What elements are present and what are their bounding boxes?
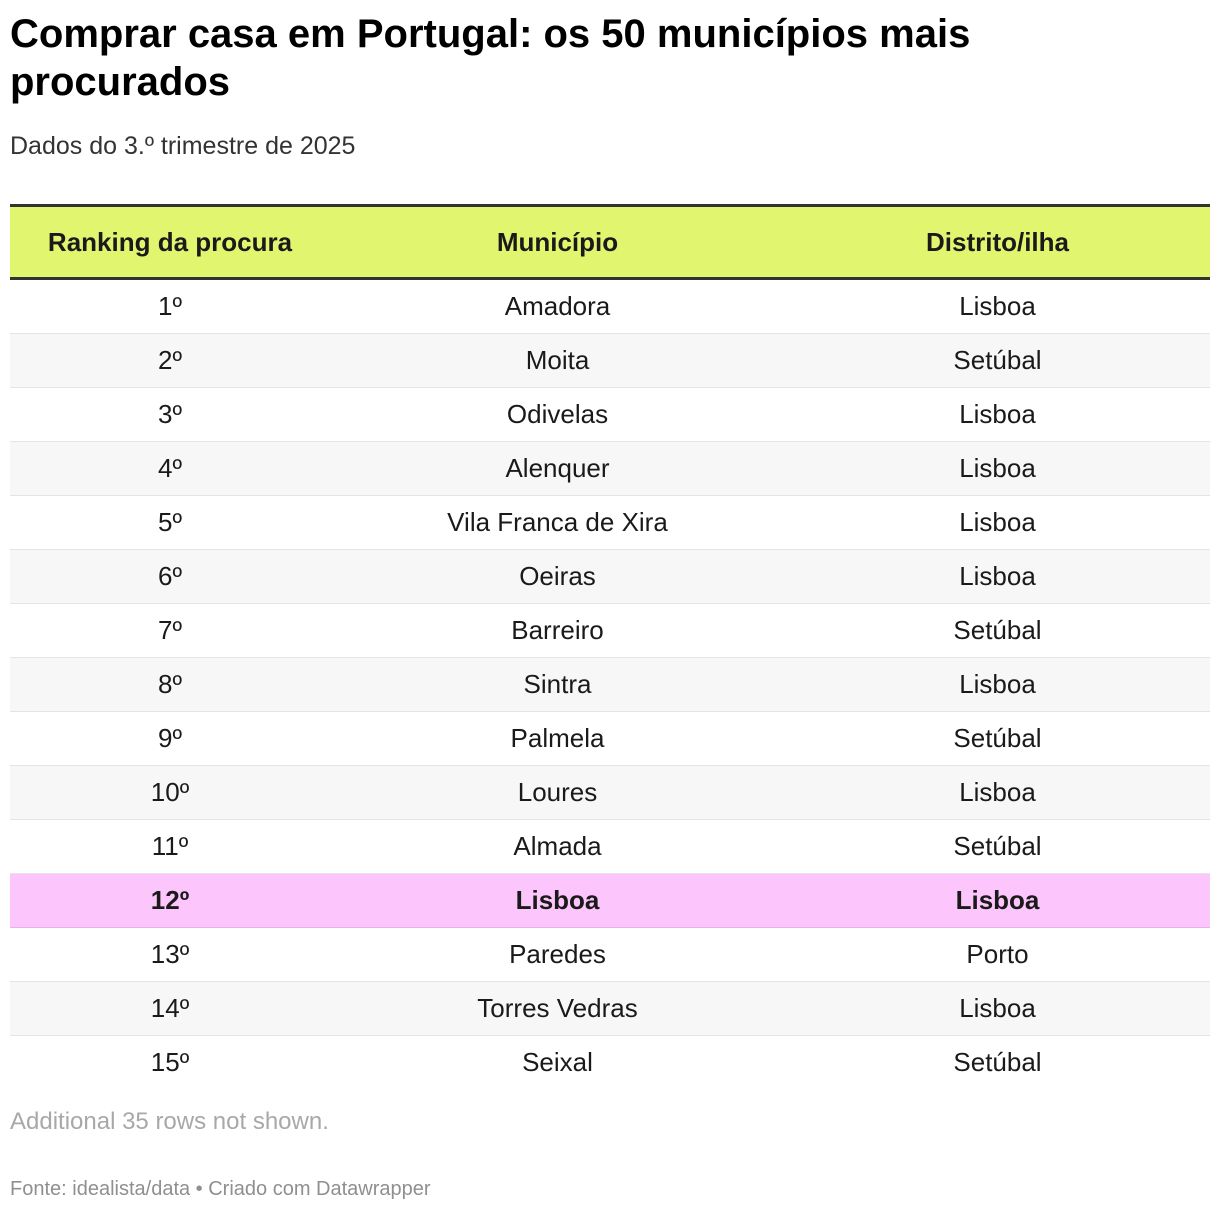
table-row: 14º Torres Vedras Lisboa [10, 982, 1210, 1036]
cell-distrito: Lisboa [959, 291, 1036, 321]
table-row: 11º Almada Setúbal [10, 820, 1210, 874]
cell-ranking: 12º [150, 885, 190, 915]
cell-municipio: Barreiro [511, 615, 604, 645]
cell-distrito: Lisboa [959, 993, 1036, 1023]
table-body: 1º Amadora Lisboa 2º Moita Setúbal 3º Odivelas L… [10, 280, 1210, 1089]
chart-subtitle: Dados do 3.º trimestre de 2025 [10, 132, 356, 160]
cell-distrito: Lisboa [959, 453, 1036, 483]
cell-ranking: 8º [158, 669, 182, 699]
column-header-distrito[interactable]: Distrito/ilha [925, 226, 1069, 257]
cell-municipio: Torres Vedras [477, 993, 638, 1023]
table-row: 5º Vila Franca de Xira Lisboa [10, 496, 1210, 550]
cell-municipio: Seixal [522, 1047, 593, 1077]
cell-ranking: 5º [158, 507, 182, 537]
cell-municipio: Vila Franca de Xira [447, 507, 668, 537]
cell-ranking: 4º [158, 453, 182, 483]
source-credit: Fonte: idealista/data • Criado com Dataw… [10, 1178, 431, 1200]
table-row-highlighted: 12º Lisboa Lisboa [10, 874, 1210, 928]
cell-ranking: 6º [158, 561, 182, 591]
cell-municipio: Moita [525, 345, 590, 375]
cell-distrito: Setúbal [953, 615, 1042, 645]
chart-title: Comprar casa em Portugal: os 50 municípi… [10, 12, 971, 104]
cell-municipio: Alenquer [505, 453, 610, 483]
data-table: Ranking da procura Município Distrito/il… [10, 204, 1210, 1089]
rows-not-shown-note: Additional 35 rows not shown. [10, 1108, 329, 1135]
cell-distrito: Lisboa [959, 669, 1036, 699]
cell-distrito: Lisboa [955, 885, 1040, 915]
cell-municipio: Lisboa [515, 885, 600, 915]
table-row: 6º Oeiras Lisboa [10, 550, 1210, 604]
cell-ranking: 1º [158, 291, 182, 321]
cell-distrito: Lisboa [959, 777, 1036, 807]
table-row: 8º Sintra Lisboa [10, 658, 1210, 712]
cell-distrito: Lisboa [959, 507, 1036, 537]
table-row: 4º Alenquer Lisboa [10, 442, 1210, 496]
cell-distrito: Setúbal [953, 1047, 1042, 1077]
cell-ranking: 13º [150, 939, 190, 969]
cell-municipio: Oeiras [519, 561, 596, 591]
table-row: 9º Palmela Setúbal [10, 712, 1210, 766]
cell-ranking: 10º [150, 777, 190, 807]
table-row: 1º Amadora Lisboa [10, 280, 1210, 334]
cell-distrito: Setúbal [953, 723, 1042, 753]
cell-municipio: Palmela [510, 723, 605, 753]
cell-ranking: 3º [158, 399, 182, 429]
cell-municipio: Loures [517, 777, 598, 807]
table-row: 15º Seixal Setúbal [10, 1036, 1210, 1089]
column-header-municipio[interactable]: Município [496, 226, 619, 257]
table-row: 2º Moita Setúbal [10, 334, 1210, 388]
cell-ranking: 2º [158, 345, 182, 375]
table-row: 10º Loures Lisboa [10, 766, 1210, 820]
cell-ranking: 7º [158, 615, 182, 645]
cell-distrito: Porto [966, 939, 1029, 969]
table-row: 7º Barreiro Setúbal [10, 604, 1210, 658]
cell-municipio: Paredes [509, 939, 606, 969]
cell-distrito: Setúbal [953, 345, 1042, 375]
cell-municipio: Odivelas [506, 399, 609, 429]
table-row: 3º Odivelas Lisboa [10, 388, 1210, 442]
cell-distrito: Setúbal [953, 831, 1042, 861]
table-header: Ranking da procura Município Distrito/il… [10, 204, 1210, 280]
cell-ranking: 14º [150, 993, 190, 1023]
column-header-ranking[interactable]: Ranking da procura [47, 226, 293, 257]
cell-ranking: 9º [158, 723, 182, 753]
cell-distrito: Lisboa [959, 399, 1036, 429]
cell-distrito: Lisboa [959, 561, 1036, 591]
cell-ranking: 15º [150, 1047, 190, 1077]
cell-ranking: 11º [151, 831, 189, 861]
table-row: 13º Paredes Porto [10, 928, 1210, 982]
cell-municipio: Almada [513, 831, 602, 861]
cell-municipio: Sintra [523, 669, 592, 699]
cell-municipio: Amadora [504, 291, 611, 321]
